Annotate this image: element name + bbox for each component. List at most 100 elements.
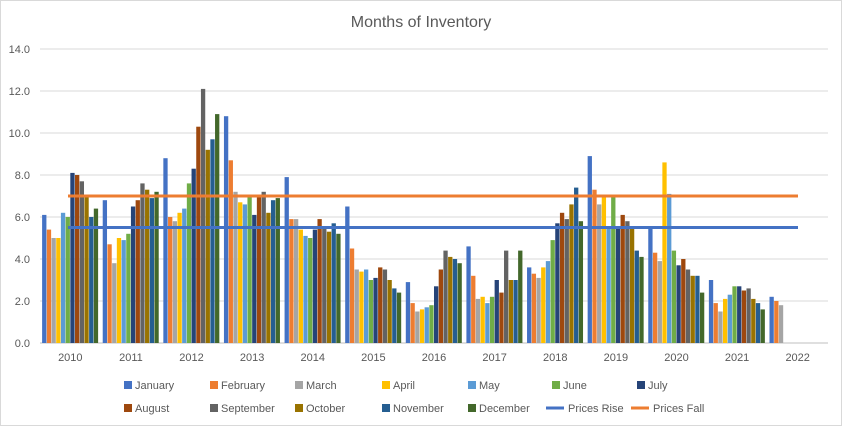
x-tick-label: 2016 — [422, 352, 446, 364]
bar-october-2014 — [326, 231, 332, 343]
bar-april-2011 — [116, 238, 122, 343]
legend-label: November — [393, 403, 444, 415]
bar-march-2012 — [172, 221, 178, 343]
y-tick-label: 6.0 — [15, 212, 30, 224]
bar-july-2011 — [130, 206, 136, 343]
y-tick-label: 14.0 — [9, 44, 30, 56]
legend-item-april: April — [382, 380, 415, 392]
bar-may-2010 — [60, 212, 66, 343]
bar-january-2010 — [42, 214, 47, 343]
bar-december-2013 — [275, 198, 280, 343]
bar-august-2016 — [438, 269, 443, 343]
bar-april-2015 — [359, 271, 364, 343]
bar-august-2010 — [75, 175, 80, 343]
legend-item-january: January — [124, 380, 175, 392]
x-tick-label: 2010 — [58, 352, 82, 364]
bar-november-2020 — [695, 275, 700, 343]
legend-label: December — [479, 403, 530, 415]
bar-november-2016 — [452, 259, 458, 343]
bar-february-2021 — [713, 303, 718, 343]
bar-december-2011 — [154, 191, 159, 343]
legend: January February March April May June July Augu… — [124, 380, 704, 415]
bar-december-2018 — [578, 221, 584, 343]
y-tick-label: 4.0 — [15, 254, 30, 266]
legend-item-march: March — [295, 380, 337, 392]
legend-item-july: July — [637, 380, 668, 392]
legend-swatch — [468, 404, 476, 412]
bar-june-2018 — [550, 240, 555, 343]
bar-august-2011 — [135, 200, 140, 343]
bar-may-2018 — [545, 261, 551, 343]
bar-january-2022 — [769, 296, 774, 343]
bar-october-2015 — [387, 280, 392, 343]
legend-item-june: June — [552, 380, 587, 392]
y-tick-label: 8.0 — [15, 170, 30, 182]
x-tick-label: 2014 — [301, 352, 325, 364]
bar-february-2015 — [349, 248, 355, 343]
bar-august-2019 — [620, 214, 625, 343]
bar-july-2014 — [312, 229, 318, 343]
bar-october-2013 — [266, 212, 271, 343]
legend-item-may: May — [468, 380, 500, 392]
x-tick-label: 2011 — [119, 352, 143, 364]
bar-june-2012 — [186, 183, 192, 343]
bar-april-2017 — [480, 296, 485, 343]
bar-march-2017 — [475, 298, 481, 343]
bar-november-2019 — [634, 250, 639, 343]
bar-february-2011 — [107, 244, 112, 343]
x-tick-label: 2020 — [664, 352, 688, 364]
bar-may-2015 — [363, 269, 369, 343]
legend-item-december: December — [468, 403, 530, 415]
x-axis: 2010 2011 2012 2013 2014 2015 2016 2017 2018 2019… — [58, 352, 810, 364]
bar-june-2016 — [429, 305, 434, 343]
y-tick-label: 12.0 — [9, 86, 30, 98]
legend-swatch — [382, 381, 390, 389]
bar-october-2020 — [690, 275, 695, 343]
bar-january-2015 — [345, 206, 350, 343]
bar-october-2016 — [448, 256, 453, 343]
bar-december-2016 — [457, 263, 462, 343]
bar-april-2018 — [541, 267, 546, 343]
bar-july-2016 — [434, 286, 439, 343]
bar-august-2017 — [499, 292, 504, 343]
bar-september-2010 — [79, 181, 85, 343]
chart-title: Months of Inventory — [351, 14, 492, 31]
bar-september-2019 — [625, 221, 630, 343]
bar-may-2016 — [424, 307, 429, 343]
bar-june-2021 — [732, 286, 737, 343]
bar-march-2022 — [778, 305, 784, 343]
bar-june-2019 — [611, 196, 616, 343]
bar-march-2011 — [112, 263, 117, 343]
bar-november-2013 — [270, 200, 276, 343]
bar-july-2017 — [494, 280, 499, 343]
bar-february-2014 — [289, 219, 294, 343]
legend-swatch — [552, 381, 560, 389]
legend-swatch — [637, 381, 645, 389]
bar-october-2017 — [508, 280, 514, 343]
x-tick-label: 2018 — [543, 352, 567, 364]
bar-september-2021 — [746, 288, 751, 343]
bar-july-2019 — [615, 227, 621, 343]
bar-august-2013 — [256, 196, 262, 343]
bar-january-2017 — [466, 246, 471, 343]
bar-may-2021 — [727, 294, 732, 343]
x-tick-label: 2019 — [604, 352, 628, 364]
bar-september-2018 — [564, 219, 569, 343]
bar-june-2020 — [671, 250, 677, 343]
legend-label: October — [306, 403, 345, 415]
legend-label: February — [221, 380, 266, 392]
bar-february-2013 — [228, 160, 233, 343]
legend-label: September — [221, 403, 275, 415]
legend-label: March — [306, 380, 337, 392]
bar-august-2015 — [378, 267, 383, 343]
bar-april-2012 — [177, 212, 182, 343]
bar-february-2022 — [774, 301, 779, 343]
bar-january-2016 — [405, 282, 411, 343]
bar-july-2015 — [373, 277, 378, 343]
legend-label: June — [563, 380, 587, 392]
bar-january-2013 — [223, 116, 229, 343]
legend-swatch — [382, 404, 390, 412]
bar-may-2019 — [606, 227, 611, 343]
bar-march-2013 — [233, 191, 238, 343]
x-tick-label: 2022 — [785, 352, 809, 364]
